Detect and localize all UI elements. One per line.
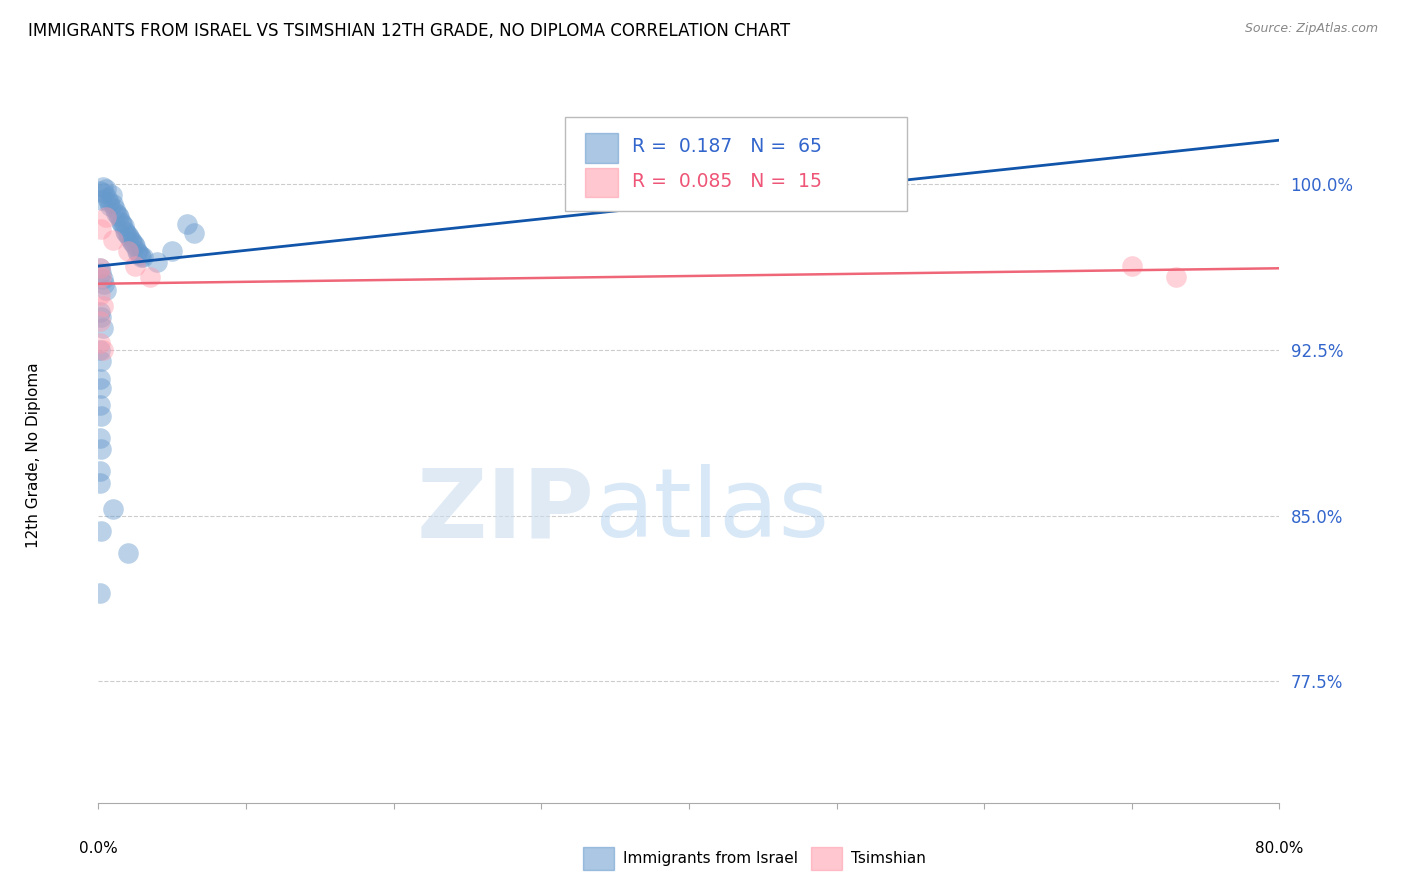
Point bbox=[121, 235, 143, 249]
Point bbox=[90, 354, 112, 368]
Point bbox=[89, 287, 111, 301]
Point bbox=[97, 194, 120, 209]
Bar bbox=[585, 134, 619, 162]
Point bbox=[91, 343, 114, 357]
Point bbox=[114, 224, 136, 238]
Point bbox=[751, 182, 773, 196]
Point bbox=[94, 211, 117, 225]
Point bbox=[90, 270, 112, 285]
Point bbox=[124, 239, 146, 253]
Point bbox=[89, 475, 111, 490]
Text: IMMIGRANTS FROM ISRAEL VS TSIMSHIAN 12TH GRADE, NO DIPLOMA CORRELATION CHART: IMMIGRANTS FROM ISRAEL VS TSIMSHIAN 12TH… bbox=[28, 22, 790, 40]
Point bbox=[90, 221, 112, 235]
Point bbox=[89, 184, 111, 198]
Point bbox=[98, 199, 121, 213]
Point bbox=[125, 244, 148, 258]
Point bbox=[112, 219, 135, 234]
Text: R =  0.187   N =  65: R = 0.187 N = 65 bbox=[633, 137, 823, 156]
Point bbox=[124, 259, 146, 273]
Point bbox=[89, 336, 111, 351]
Point bbox=[176, 217, 198, 231]
Point bbox=[93, 186, 115, 201]
Point bbox=[118, 230, 141, 244]
Text: 0.0%: 0.0% bbox=[79, 841, 118, 856]
Point bbox=[1164, 270, 1187, 285]
Point bbox=[96, 191, 118, 205]
Point bbox=[89, 314, 111, 328]
Point bbox=[89, 586, 111, 600]
Point bbox=[91, 272, 114, 286]
Point bbox=[91, 321, 114, 335]
Point bbox=[90, 409, 112, 424]
Point bbox=[91, 299, 114, 313]
Point bbox=[128, 248, 150, 262]
Point bbox=[111, 217, 134, 231]
Point bbox=[100, 188, 122, 202]
Point bbox=[89, 372, 111, 386]
Point bbox=[93, 277, 115, 291]
Text: R =  0.085   N =  15: R = 0.085 N = 15 bbox=[633, 172, 823, 191]
Point bbox=[146, 254, 169, 268]
Point bbox=[91, 179, 114, 194]
Point bbox=[103, 197, 125, 211]
Point bbox=[132, 250, 155, 264]
Text: 80.0%: 80.0% bbox=[1256, 841, 1303, 856]
Point bbox=[89, 343, 111, 357]
Point bbox=[89, 261, 111, 276]
Point bbox=[90, 442, 112, 457]
FancyBboxPatch shape bbox=[565, 118, 907, 211]
Point bbox=[90, 380, 112, 394]
Point bbox=[89, 305, 111, 319]
Point bbox=[139, 270, 162, 285]
Point bbox=[103, 233, 125, 247]
Point bbox=[90, 193, 112, 207]
Text: atlas: atlas bbox=[595, 464, 830, 558]
Point bbox=[89, 398, 111, 412]
Point bbox=[89, 465, 111, 479]
Point bbox=[103, 502, 125, 516]
Point bbox=[122, 237, 145, 252]
Text: ZIP: ZIP bbox=[416, 464, 595, 558]
Text: 12th Grade, No Diploma: 12th Grade, No Diploma bbox=[25, 362, 41, 548]
Point bbox=[89, 261, 111, 276]
Point bbox=[90, 524, 112, 538]
Point bbox=[162, 244, 183, 258]
Point bbox=[89, 431, 111, 445]
Text: Tsimshian: Tsimshian bbox=[851, 852, 925, 866]
Point bbox=[90, 310, 112, 324]
Point bbox=[120, 233, 142, 247]
Point bbox=[1121, 259, 1143, 273]
Point bbox=[117, 244, 139, 258]
Text: Immigrants from Israel: Immigrants from Israel bbox=[623, 852, 797, 866]
Point bbox=[110, 215, 132, 229]
Point bbox=[94, 284, 117, 298]
Point bbox=[105, 206, 128, 220]
Point bbox=[127, 245, 149, 260]
Point bbox=[94, 182, 117, 196]
Point bbox=[117, 546, 139, 560]
Text: Source: ZipAtlas.com: Source: ZipAtlas.com bbox=[1244, 22, 1378, 36]
Point bbox=[183, 226, 205, 240]
Point bbox=[108, 211, 131, 225]
Point bbox=[104, 202, 127, 216]
Point bbox=[115, 226, 138, 240]
Point bbox=[90, 266, 112, 280]
Point bbox=[107, 208, 129, 222]
Point bbox=[117, 228, 139, 243]
Bar bbox=[585, 169, 619, 197]
Point bbox=[129, 250, 152, 264]
